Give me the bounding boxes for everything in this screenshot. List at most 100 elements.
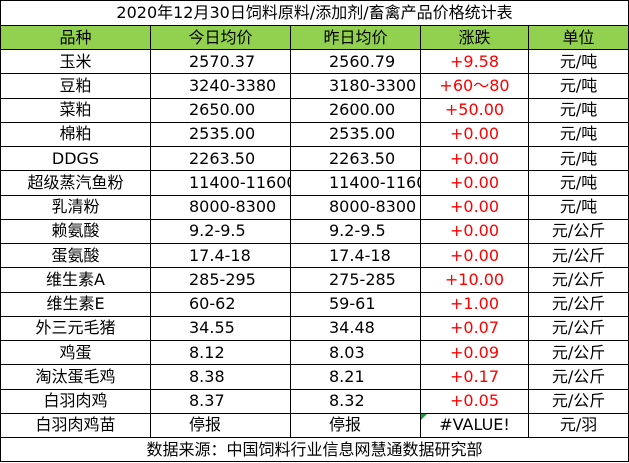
footer-row: 数据来源：中国饲料行业信息网慧通数据研究部 [0, 437, 629, 462]
data-row: 维生素E 60-62 59-61 +1.00 元/公斤 [0, 291, 629, 317]
item-name: 棉粕 [0, 121, 151, 148]
today-price: 3240-3380 [150, 73, 291, 99]
yesterday-price: 11400-11600 [290, 170, 421, 196]
unit: 元/吨 [527, 170, 629, 196]
today-price: 8.38 [150, 364, 291, 390]
yesterday-price: 8.32 [290, 388, 421, 414]
data-row: 棉粕 2535.00 2535.00 +0.00 元/吨 [0, 121, 629, 148]
change: +0.00 [420, 121, 529, 148]
item-name: 淘汰蛋毛鸡 [0, 364, 151, 390]
today-price: 2570.37 [150, 48, 291, 75]
header-cell: 昨日均价 [290, 25, 421, 50]
data-row: 淘汰蛋毛鸡 8.38 8.21 +0.17 元/公斤 [0, 364, 629, 390]
yesterday-price: 59-61 [290, 291, 421, 317]
today-price: 11400-11600 [150, 170, 291, 196]
change: +0.00 [420, 170, 529, 196]
yesterday-price: 2263.50 [290, 145, 421, 172]
unit: 元/吨 [527, 97, 629, 123]
yesterday-price: 3180-3300 [290, 73, 421, 99]
yesterday-price: 34.48 [290, 315, 421, 342]
today-price: 34.55 [150, 315, 291, 342]
change: +0.07 [420, 315, 529, 342]
item-name: 外三元毛猪 [0, 315, 151, 342]
data-row: 玉米 2570.37 2560.79 +9.58 元/吨 [0, 48, 629, 75]
today-price: 17.4-18 [150, 242, 291, 269]
yesterday-price: 2535.00 [290, 121, 421, 148]
header-cell: 今日均价 [150, 25, 291, 50]
header-cell: 涨跌 [420, 25, 529, 50]
change: +1.00 [420, 291, 529, 317]
source-note: 数据来源：中国饲料行业信息网慧通数据研究部 [0, 437, 629, 462]
data-row: 乳清粉 8000-8300 8000-8300 +0.00 元/吨 [0, 194, 629, 220]
item-name: 菜粕 [0, 97, 151, 123]
data-row: DDGS 2263.50 2263.50 +0.00 元/吨 [0, 145, 629, 172]
change: +9.58 [420, 48, 529, 75]
data-row: 菜粕 2650.00 2600.00 +50.00 元/吨 [0, 97, 629, 123]
today-price: 停报 [150, 412, 291, 439]
header-cell: 品种 [0, 25, 151, 50]
item-name: 维生素E [0, 291, 151, 317]
yesterday-price: 9.2-9.5 [290, 218, 421, 245]
title-row: 2020年12月30日饲料原料/添加剂/畜禽产品价格统计表 [0, 0, 629, 26]
data-row: 白羽肉鸡 8.37 8.32 +0.05 元/公斤 [0, 388, 629, 414]
change: +10.00 [420, 267, 529, 293]
yesterday-price: 8000-8300 [290, 194, 421, 220]
item-name: 超级蒸汽鱼粉 [0, 170, 151, 196]
today-price: 2263.50 [150, 145, 291, 172]
today-price: 2650.00 [150, 97, 291, 123]
change: +0.00 [420, 145, 529, 172]
today-price: 9.2-9.5 [150, 218, 291, 245]
today-price: 8.37 [150, 388, 291, 414]
item-name: 白羽肉鸡苗 [0, 412, 151, 439]
data-row: 赖氨酸 9.2-9.5 9.2-9.5 +0.00 元/公斤 [0, 218, 629, 245]
item-name: DDGS [0, 145, 151, 172]
unit: 元/公斤 [527, 242, 629, 269]
unit: 元/公斤 [527, 218, 629, 245]
change: +0.00 [420, 194, 529, 220]
item-name: 鸡蛋 [0, 339, 151, 366]
change: +60～80 [420, 73, 529, 99]
change: +50.00 [420, 97, 529, 123]
yesterday-price: 17.4-18 [290, 242, 421, 269]
unit: 元/公斤 [527, 315, 629, 342]
item-name: 玉米 [0, 48, 151, 75]
header-cell: 单位 [527, 25, 629, 50]
data-row: 豆粕 3240-3380 3180-3300 +60～80 元/吨 [0, 73, 629, 99]
unit: 元/吨 [527, 121, 629, 148]
unit: 元/吨 [527, 73, 629, 99]
unit: 元/吨 [527, 48, 629, 75]
table-title: 2020年12月30日饲料原料/添加剂/畜禽产品价格统计表 [0, 0, 629, 26]
data-row: 鸡蛋 8.12 8.03 +0.09 元/公斤 [0, 339, 629, 366]
today-price: 2535.00 [150, 121, 291, 148]
unit: 元/公斤 [527, 339, 629, 366]
data-row: 维生素A 285-295 275-285 +10.00 元/公斤 [0, 267, 629, 293]
yesterday-price: 停报 [290, 412, 421, 439]
today-price: 8000-8300 [150, 194, 291, 220]
yesterday-price: 8.03 [290, 339, 421, 366]
data-row: 白羽肉鸡苗 停报 停报 #VALUE! 元/羽 [0, 412, 629, 439]
item-name: 维生素A [0, 267, 151, 293]
data-row: 蛋氨酸 17.4-18 17.4-18 +0.00 元/公斤 [0, 242, 629, 269]
change: +0.00 [420, 218, 529, 245]
item-name: 蛋氨酸 [0, 242, 151, 269]
change: +0.00 [420, 242, 529, 269]
yesterday-price: 2600.00 [290, 97, 421, 123]
change: +0.09 [420, 339, 529, 366]
unit: 元/羽 [527, 412, 629, 439]
yesterday-price: 8.21 [290, 364, 421, 390]
change: +0.05 [420, 388, 529, 414]
data-row: 外三元毛猪 34.55 34.48 +0.07 元/公斤 [0, 315, 629, 342]
item-name: 赖氨酸 [0, 218, 151, 245]
today-price: 8.12 [150, 339, 291, 366]
item-name: 白羽肉鸡 [0, 388, 151, 414]
unit: 元/吨 [527, 194, 629, 220]
yesterday-price: 2560.79 [290, 48, 421, 75]
yesterday-price: 275-285 [290, 267, 421, 293]
item-name: 乳清粉 [0, 194, 151, 220]
unit: 元/吨 [527, 145, 629, 172]
unit: 元/公斤 [527, 388, 629, 414]
change: +0.17 [420, 364, 529, 390]
change: #VALUE! [420, 412, 529, 439]
